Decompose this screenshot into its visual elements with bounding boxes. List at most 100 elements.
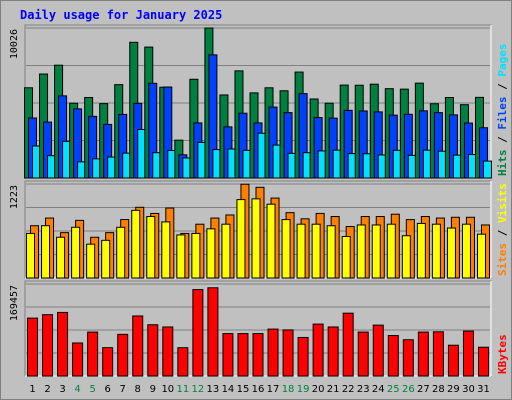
bar-kbytes-day-15 xyxy=(237,333,249,377)
legend-item: KBytes xyxy=(496,334,509,374)
x-tick-label-day-8: 8 xyxy=(135,384,141,395)
bar-visits-day-9 xyxy=(146,216,156,279)
x-tick-label-day-6: 6 xyxy=(104,384,110,395)
x-tick-label-day-10: 10 xyxy=(161,384,174,395)
legend-item: / xyxy=(496,130,509,150)
bar-visits-day-15 xyxy=(236,199,246,279)
bar-visits-day-29 xyxy=(446,227,456,279)
bar-kbytes-day-3 xyxy=(57,311,69,377)
legend-item: / xyxy=(496,77,509,97)
bar-visits-day-28 xyxy=(431,223,441,279)
bar-visits-day-27 xyxy=(416,222,426,279)
bar-visits-day-6 xyxy=(101,239,111,279)
x-tick-label-day-1: 1 xyxy=(29,384,35,395)
y-max-label-visits: 1223 xyxy=(9,185,20,209)
bar-visits-day-13 xyxy=(206,228,216,279)
x-tick-label-day-21: 21 xyxy=(327,384,340,395)
bar-kbytes-day-6 xyxy=(102,347,114,377)
x-tick-label-day-4: 4 xyxy=(74,384,80,395)
bar-visits-day-21 xyxy=(326,225,336,279)
x-tick-label-day-5: 5 xyxy=(89,384,95,395)
panel-visits: 1223 Sites / Visits xyxy=(9,180,509,279)
bar-kbytes-day-4 xyxy=(72,342,84,377)
bar-visits-day-26 xyxy=(401,235,411,279)
bar-visits-day-1 xyxy=(26,232,36,279)
x-axis-labels: 1 2 3 4 5 6 7 8 9 10 11 12 13 14 15 16 17 18 19 20 21 22 23 24 2… xyxy=(29,384,490,395)
panel-traffic: 10026 Hits / Files / Pages xyxy=(9,24,509,179)
x-tick-label-day-26: 26 xyxy=(402,384,415,395)
bar-kbytes-day-8 xyxy=(132,315,144,377)
bar-kbytes-day-11 xyxy=(177,347,189,377)
legend-item: Files xyxy=(496,97,509,130)
bar-visits-day-22 xyxy=(341,235,351,279)
legend-item: Hits xyxy=(496,150,509,177)
bar-kbytes-day-26 xyxy=(402,339,414,377)
y-max-label-traffic: 10026 xyxy=(9,29,20,59)
bar-kbytes-day-9 xyxy=(147,324,159,377)
legend-item: / xyxy=(496,223,509,243)
x-tick-label-day-12: 12 xyxy=(192,384,205,395)
x-tick-label-day-18: 18 xyxy=(282,384,295,395)
bar-visits-day-7 xyxy=(116,226,126,279)
bar-kbytes-day-17 xyxy=(267,328,279,377)
legend-kbytes: KBytes xyxy=(496,334,509,374)
x-tick-label-day-11: 11 xyxy=(176,384,189,395)
bar-kbytes-day-22 xyxy=(342,312,354,377)
x-tick-label-day-30: 30 xyxy=(462,384,475,395)
bar-visits-day-11 xyxy=(176,234,186,279)
bar-kbytes-day-31 xyxy=(477,346,489,377)
bar-visits-day-16 xyxy=(251,198,261,279)
bar-kbytes-day-10 xyxy=(162,326,174,377)
bar-kbytes-day-29 xyxy=(447,344,459,377)
x-tick-label-day-9: 9 xyxy=(150,384,156,395)
bar-kbytes-day-1 xyxy=(27,317,39,377)
bar-visits-day-3 xyxy=(56,236,66,279)
legend-item: Sites xyxy=(496,243,509,276)
bar-visits-day-4 xyxy=(71,226,81,279)
bar-kbytes-day-18 xyxy=(282,329,294,377)
y-max-label-kbytes: 169457 xyxy=(9,285,20,321)
bar-kbytes-day-14 xyxy=(222,333,234,377)
x-tick-label-day-7: 7 xyxy=(120,384,126,395)
x-tick-label-day-31: 31 xyxy=(477,384,490,395)
x-tick-label-day-20: 20 xyxy=(312,384,325,395)
x-tick-label-day-23: 23 xyxy=(357,384,370,395)
bar-kbytes-day-19 xyxy=(297,336,309,377)
legend-item: Pages xyxy=(496,44,509,77)
bar-kbytes-day-12 xyxy=(192,289,204,377)
bar-kbytes-day-24 xyxy=(372,324,384,377)
x-tick-label-day-29: 29 xyxy=(447,384,460,395)
bar-visits-day-30 xyxy=(461,223,471,279)
bar-visits-day-10 xyxy=(161,221,171,279)
x-tick-label-day-25: 25 xyxy=(387,384,400,395)
bar-visits-day-5 xyxy=(86,243,96,279)
chart-title: Daily usage for January 2025 xyxy=(20,8,222,22)
x-tick-label-day-28: 28 xyxy=(432,384,445,395)
x-tick-label-day-17: 17 xyxy=(267,384,280,395)
bar-visits-day-25 xyxy=(386,223,396,279)
x-tick-label-day-3: 3 xyxy=(59,384,65,395)
bar-kbytes-day-25 xyxy=(387,335,399,377)
x-tick-label-day-22: 22 xyxy=(342,384,355,395)
x-tick-label-day-2: 2 xyxy=(44,384,50,395)
x-tick-label-day-14: 14 xyxy=(222,384,235,395)
bar-visits-day-31 xyxy=(476,233,486,279)
bar-visits-day-23 xyxy=(356,224,366,279)
x-tick-label-day-13: 13 xyxy=(207,384,220,395)
bar-visits-day-19 xyxy=(296,223,306,279)
x-tick-label-day-15: 15 xyxy=(237,384,250,395)
bar-visits-day-24 xyxy=(371,224,381,279)
bar-visits-day-14 xyxy=(221,223,231,279)
bar-kbytes-day-7 xyxy=(117,333,129,377)
bar-visits-day-12 xyxy=(191,232,201,279)
legend-traffic: Hits / Files / Pages xyxy=(496,44,509,177)
bar-kbytes-day-28 xyxy=(432,331,444,377)
panels: 10026 Hits / Files / Pages 1223 Sites / Vis… xyxy=(9,24,509,377)
legend-visits: Sites / Visits xyxy=(496,183,509,276)
bar-kbytes-day-5 xyxy=(87,331,99,377)
x-tick-label-day-27: 27 xyxy=(417,384,430,395)
bar-kbytes-day-13 xyxy=(207,287,219,377)
bar-visits-day-8 xyxy=(131,209,141,279)
bar-kbytes-day-2 xyxy=(42,314,54,377)
